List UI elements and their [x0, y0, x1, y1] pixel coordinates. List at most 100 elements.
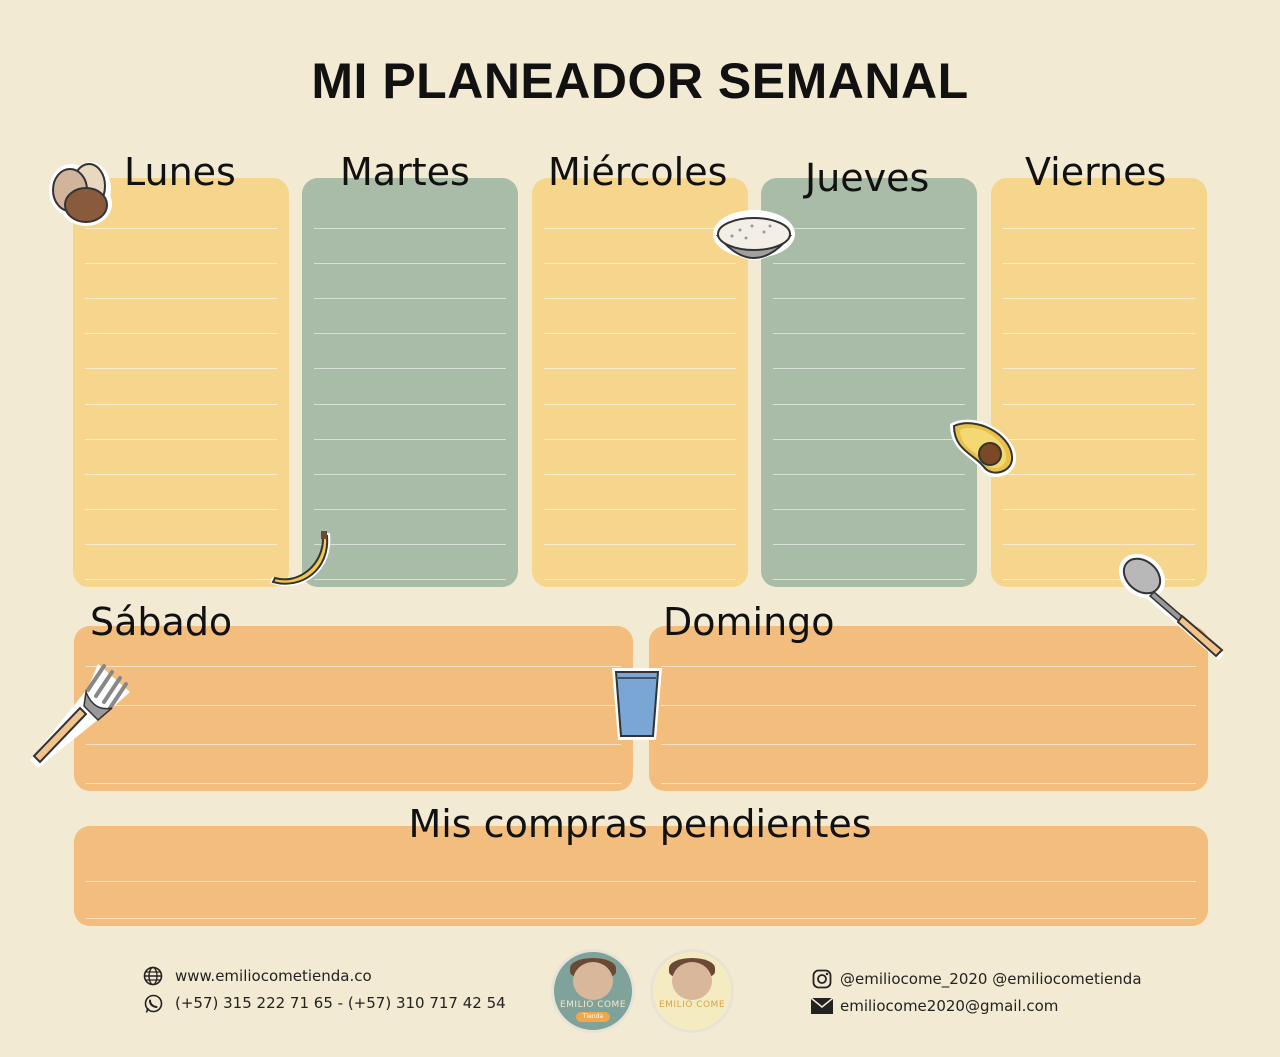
writing-line	[544, 228, 736, 229]
writing-line	[544, 404, 736, 405]
writing-line	[773, 298, 965, 299]
writing-line	[1003, 474, 1195, 475]
panel-miercoles[interactable]	[532, 178, 748, 587]
banana-icon	[270, 531, 331, 587]
writing-line	[86, 783, 621, 784]
writing-line	[85, 404, 277, 405]
writing-line	[544, 368, 736, 369]
writing-line	[85, 368, 277, 369]
panel-sabado[interactable]	[74, 626, 633, 791]
writing-line	[773, 579, 965, 580]
writing-line	[314, 579, 506, 580]
writing-line	[1003, 298, 1195, 299]
panel-viernes[interactable]	[991, 178, 1207, 587]
writing-line	[1003, 228, 1195, 229]
writing-line	[544, 439, 736, 440]
writing-line	[773, 404, 965, 405]
writing-line	[85, 228, 277, 229]
rice-bowl-icon	[713, 210, 795, 260]
writing-line	[773, 439, 965, 440]
writing-line	[773, 333, 965, 334]
writing-line	[1003, 404, 1195, 405]
writing-line	[314, 298, 506, 299]
writing-line	[1003, 579, 1195, 580]
website-text[interactable]: www.emiliocometienda.co	[175, 967, 372, 985]
writing-line	[773, 263, 965, 264]
writing-line	[544, 298, 736, 299]
writing-line	[86, 705, 621, 706]
day-label-sabado: Sábado	[90, 600, 233, 644]
writing-line	[544, 509, 736, 510]
instagram-text[interactable]: @emiliocome_2020 @emiliocometienda	[840, 970, 1142, 988]
writing-line	[86, 744, 621, 745]
panel-domingo[interactable]	[649, 626, 1208, 791]
day-label-lunes: Lunes	[124, 150, 236, 194]
writing-line	[85, 509, 277, 510]
glass-icon	[612, 668, 662, 740]
writing-line	[86, 881, 1196, 882]
day-label-domingo: Domingo	[663, 600, 835, 644]
panel-compras[interactable]	[74, 826, 1208, 926]
phones-text: (+57) 315 222 71 65 - (+57) 310 717 42 5…	[175, 994, 506, 1012]
writing-line	[544, 579, 736, 580]
day-label-martes: Martes	[340, 150, 470, 194]
writing-line	[85, 333, 277, 334]
mail-icon	[811, 998, 833, 1014]
panel-jueves[interactable]	[761, 178, 977, 587]
writing-line	[86, 918, 1196, 919]
day-label-viernes: Viernes	[1025, 150, 1167, 194]
writing-line	[314, 228, 506, 229]
page-title: MI PLANEADOR SEMANAL	[311, 53, 969, 109]
writing-line	[314, 263, 506, 264]
spoon-icon	[1118, 553, 1224, 660]
writing-line	[314, 368, 506, 369]
writing-line	[314, 439, 506, 440]
writing-line	[1003, 544, 1195, 545]
writing-line	[661, 783, 1196, 784]
day-label-jueves: Jueves	[805, 156, 930, 200]
writing-line	[661, 666, 1196, 667]
logo-tienda-text: EMILIO COME	[559, 1000, 627, 1010]
day-label-miercoles: Miércoles	[548, 150, 728, 194]
writing-line	[314, 474, 506, 475]
writing-line	[314, 544, 506, 545]
writing-line	[773, 544, 965, 545]
writing-line	[85, 544, 277, 545]
panel-lunes[interactable]	[73, 178, 289, 587]
writing-line	[1003, 439, 1195, 440]
writing-line	[1003, 333, 1195, 334]
writing-line	[773, 509, 965, 510]
writing-line	[85, 298, 277, 299]
email-text[interactable]: emiliocome2020@gmail.com	[840, 997, 1059, 1015]
writing-line	[1003, 368, 1195, 369]
writing-line	[1003, 263, 1195, 264]
writing-line	[86, 666, 621, 667]
writing-line	[773, 228, 965, 229]
writing-line	[544, 544, 736, 545]
logo-tienda-sub: Tienda	[576, 1012, 610, 1022]
instagram-icon	[812, 969, 832, 989]
panel-martes[interactable]	[302, 178, 518, 587]
writing-line	[314, 404, 506, 405]
whatsapp-icon	[144, 994, 163, 1013]
writing-line	[85, 474, 277, 475]
fork-icon	[30, 664, 130, 768]
writing-line	[85, 439, 277, 440]
logo-emilio-text: EMILIO COME	[658, 1000, 726, 1010]
writing-line	[314, 509, 506, 510]
avocado-icon	[950, 419, 1017, 478]
eggs-icon	[49, 162, 112, 226]
writing-line	[661, 744, 1196, 745]
writing-line	[773, 368, 965, 369]
writing-line	[773, 474, 965, 475]
logo-emilio-come: EMILIO COME	[650, 949, 734, 1033]
writing-line	[85, 579, 277, 580]
writing-line	[314, 333, 506, 334]
writing-line	[85, 263, 277, 264]
writing-line	[544, 263, 736, 264]
shopping-label: Mis compras pendientes	[408, 802, 872, 846]
globe-icon	[143, 966, 163, 986]
writing-line	[544, 333, 736, 334]
writing-line	[661, 705, 1196, 706]
writing-line	[1003, 509, 1195, 510]
